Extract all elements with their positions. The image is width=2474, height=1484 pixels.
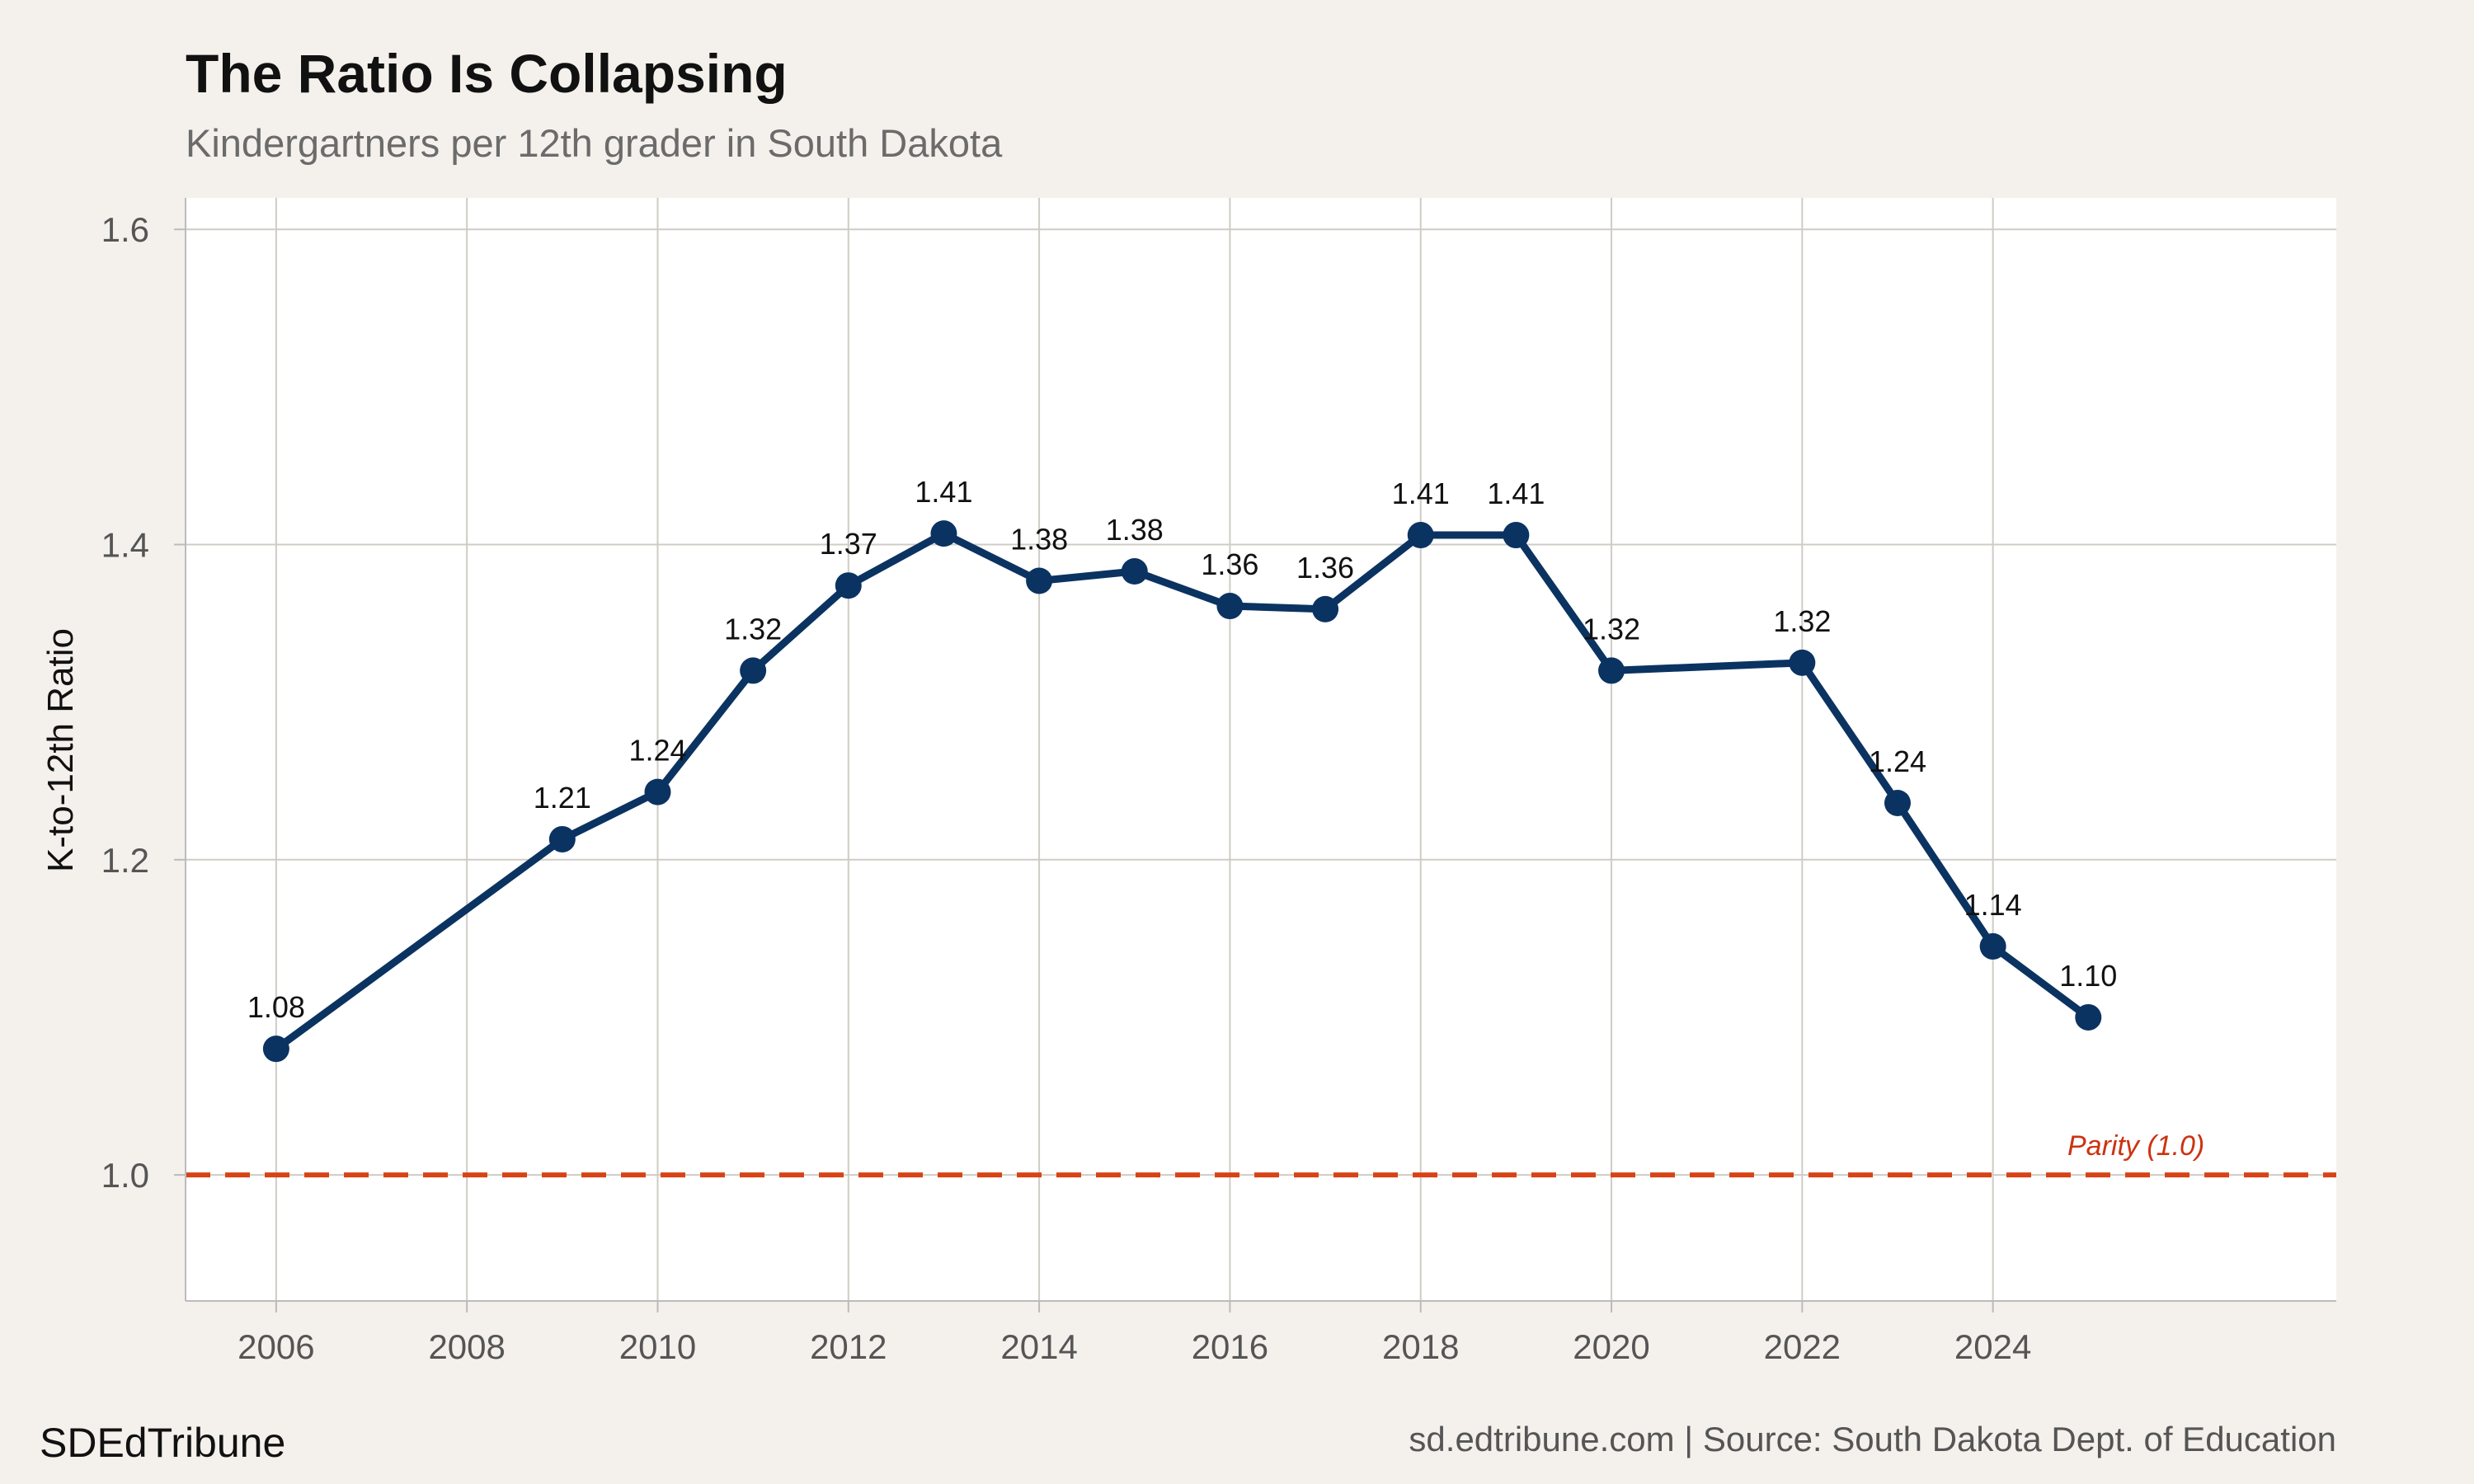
y-tick-label: 1.0: [101, 1156, 149, 1195]
x-tick-label: 2014: [1000, 1327, 1077, 1366]
chart-subtitle: Kindergartners per 12th grader in South …: [186, 121, 1003, 165]
data-point: [1312, 595, 1339, 622]
y-tick-label: 1.2: [101, 841, 149, 880]
data-point: [1789, 649, 1816, 676]
x-tick-label: 2024: [1954, 1327, 2031, 1366]
data-point: [835, 572, 862, 599]
data-point: [1503, 522, 1530, 549]
data-point: [548, 825, 576, 852]
data-label: 1.41: [1392, 477, 1450, 510]
x-tick-label: 2016: [1192, 1327, 1268, 1366]
brand-label: SDEdTribune: [40, 1420, 285, 1466]
y-tick-label: 1.6: [101, 210, 149, 249]
x-tick-label: 2022: [1764, 1327, 1841, 1366]
data-label: 1.37: [820, 527, 877, 561]
x-tick-label: 2018: [1382, 1327, 1459, 1366]
parity-annotation: Parity (1.0): [2067, 1130, 2204, 1162]
chart-title: The Ratio Is Collapsing: [186, 43, 788, 104]
axes: 2006 2008 2010 2012 2014 2016 2018 2020 2022 2024…: [101, 198, 2336, 1366]
data-point: [740, 657, 767, 684]
source-caption: sd.edtribune.com | Source: South Dakota …: [1409, 1420, 2336, 1458]
data-label: 1.32: [724, 612, 782, 646]
data-point: [644, 778, 671, 805]
x-tick-label: 2006: [238, 1327, 314, 1366]
data-label: 1.41: [915, 475, 972, 509]
data-label: 1.38: [1010, 522, 1068, 556]
data-label: 1.08: [247, 990, 305, 1024]
parity-reference: Parity (1.0): [186, 1130, 2336, 1178]
data-label: 1.41: [1487, 477, 1545, 510]
data-label: 1.24: [628, 734, 686, 768]
data-label: 1.32: [1773, 604, 1831, 638]
data-point: [2075, 1003, 2102, 1031]
x-tick-label: 2020: [1573, 1327, 1649, 1366]
data-point: [930, 520, 957, 547]
y-tick-label: 1.4: [101, 526, 149, 565]
data-point: [1216, 593, 1244, 620]
data-label: 1.10: [2059, 959, 2117, 993]
data-point: [1884, 789, 1911, 816]
data-point: [1026, 567, 1053, 594]
data-point: [262, 1036, 289, 1063]
x-tick-label: 2012: [810, 1327, 887, 1366]
data-point: [1979, 932, 2006, 960]
data-label: 1.38: [1106, 513, 1164, 547]
data-label: 1.32: [1583, 612, 1640, 646]
data-label: 1.14: [1964, 888, 2022, 922]
data-label: 1.36: [1201, 547, 1258, 581]
data-point: [1121, 558, 1148, 585]
data-label: 1.21: [534, 781, 591, 815]
data-point: [1598, 657, 1625, 684]
plot-area: [186, 198, 2336, 1301]
data-label: 1.24: [1869, 744, 1926, 778]
data-point: [1407, 522, 1434, 549]
data-label: 1.36: [1296, 551, 1354, 585]
x-tick-label: 2008: [428, 1327, 505, 1366]
y-axis-label: K-to-12th Ratio: [40, 628, 81, 872]
ratio-series: 1.08 1.21 1.24 1.32 1.37 1.41 1.38 1.38 1.36 1.36…: [247, 475, 2117, 1063]
x-tick-label: 2010: [619, 1327, 696, 1366]
